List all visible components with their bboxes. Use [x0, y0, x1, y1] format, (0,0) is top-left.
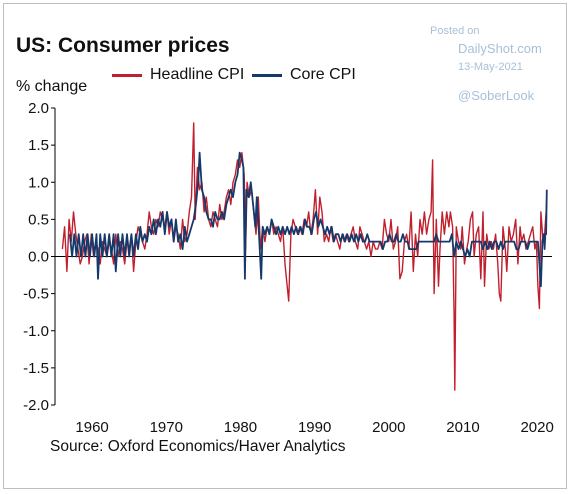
y-tick-label: -0.5 — [23, 286, 49, 303]
chart-frame — [3, 3, 567, 489]
watermark-site: DailyShot.com — [458, 41, 542, 56]
y-tick-label: -1.0 — [23, 323, 49, 340]
x-tick-label: 2020 — [520, 419, 553, 436]
y-tick-label: -2.0 — [23, 397, 49, 414]
y-tick-label: 2.0 — [28, 100, 49, 117]
y-tick-label: 1.5 — [28, 137, 49, 154]
x-tick-label: 1980 — [224, 419, 257, 436]
chart-title: US: Consumer prices — [16, 34, 230, 57]
y-tick-label: 0.5 — [28, 211, 49, 228]
watermark-date: 13-May-2021 — [458, 61, 523, 73]
series-line-core-cpi — [68, 151, 548, 288]
legend-label-core: Core CPI — [290, 66, 356, 83]
x-tick-label: 2000 — [372, 419, 405, 436]
legend-swatch-core — [252, 73, 282, 77]
y-tick-label: 0.0 — [28, 249, 49, 266]
x-tick-label: 2010 — [446, 419, 479, 436]
x-tick-label: 1990 — [298, 419, 331, 436]
legend-swatch-headline — [112, 73, 142, 77]
chart-source: Source: Oxford Economics/Haver Analytics — [50, 438, 346, 455]
x-tick-label: 1960 — [75, 419, 108, 436]
y-axis-label: % change — [16, 78, 88, 95]
y-tick-label: -1.5 — [23, 360, 49, 377]
legend-item-core: Core CPI — [252, 66, 356, 84]
legend-label-headline: Headline CPI — [150, 66, 245, 83]
y-tick-label: 1.0 — [28, 174, 49, 191]
watermark-posted-on: Posted on — [430, 25, 480, 37]
x-tick-label: 1970 — [150, 419, 183, 436]
watermark-handle: @SoberLook — [458, 88, 535, 103]
legend-item-headline: Headline CPI — [112, 66, 244, 84]
